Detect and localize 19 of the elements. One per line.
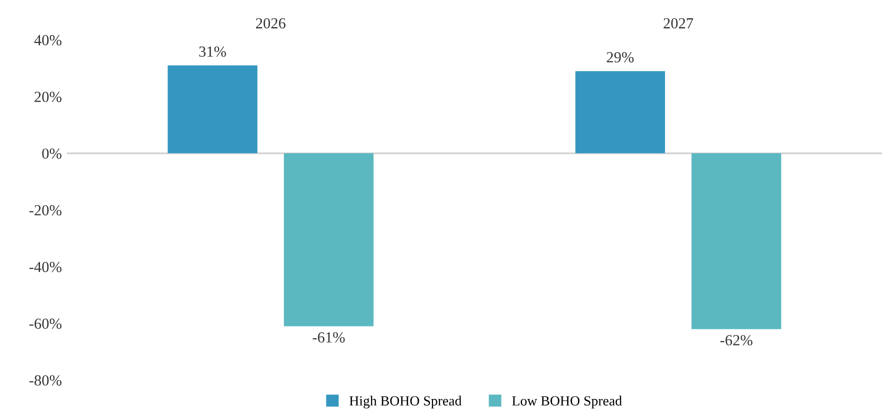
bar [168,65,258,154]
x-tick-label: 2026 [256,18,286,28]
bar [284,153,374,326]
legend-label: High BOHO Spread [349,396,462,408]
y-tick-label: -40% [29,262,62,272]
x-tick-label: 2027 [664,18,694,28]
y-tick-label: 40% [34,35,62,46]
bar [692,153,782,330]
y-tick-label: -80% [29,375,62,386]
data-label: 31% [199,46,226,57]
y-tick-label: 0% [42,148,62,159]
y-tick-label: -60% [29,318,62,329]
y-tick-label: -20% [29,205,62,216]
data-label: 29% [606,52,634,62]
data-label: -61% [312,332,345,343]
data-label: -62% [720,335,752,346]
bar [575,71,666,154]
y-tick-label: 20% [34,92,62,102]
legend-label: Low BOHO Spread [512,396,622,408]
